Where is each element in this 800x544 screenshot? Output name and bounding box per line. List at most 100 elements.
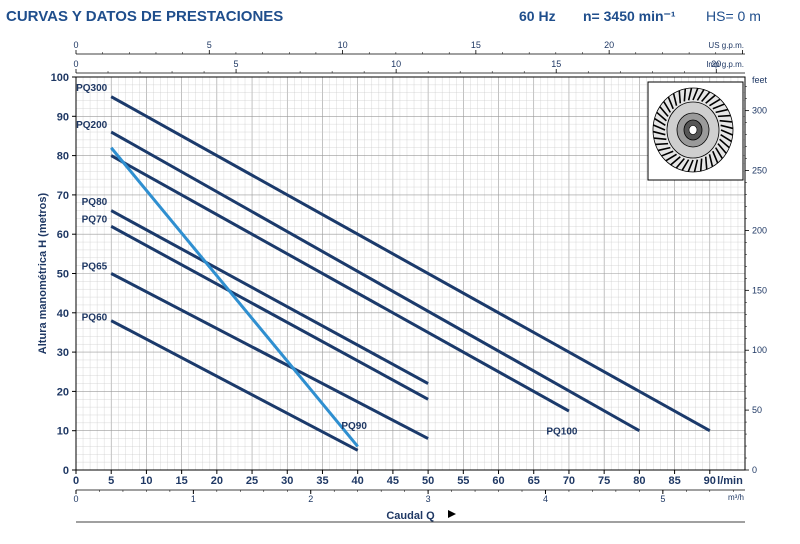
- x-unit-label: l/min: [717, 475, 743, 487]
- imp-gpm-tick-label: 20: [711, 59, 721, 69]
- imp-gpm-unit-label: Imp g.p.m.: [706, 60, 744, 69]
- impeller-vane: [705, 94, 716, 104]
- impeller-vane: [696, 89, 705, 101]
- x-tick-label: 65: [528, 475, 540, 487]
- curve-label-pq100: PQ100: [546, 427, 578, 438]
- x-tick-label: 85: [668, 475, 680, 487]
- chart-series: [110, 95, 711, 452]
- impeller-vane: [709, 98, 721, 107]
- impeller-vane: [719, 138, 730, 149]
- y-tick-label: 100: [51, 72, 69, 84]
- impeller-vane: [655, 142, 669, 146]
- impeller-vane: [665, 153, 677, 162]
- us-gpm-unit-label: US g.p.m.: [708, 41, 744, 50]
- impeller-vane: [712, 150, 719, 164]
- x-tick-label: 10: [140, 475, 152, 487]
- x-tick-label: 25: [246, 475, 258, 487]
- curve-label-pq70: PQ70: [82, 214, 108, 225]
- impeller-vane: [652, 130, 666, 136]
- frequency-label: 60 Hz: [519, 8, 556, 24]
- impeller-vane: [652, 124, 666, 131]
- impeller-vane: [667, 96, 674, 110]
- chart-grid: [75, 76, 746, 471]
- curve-label-pq65: PQ65: [82, 262, 108, 273]
- series-pq90: [110, 146, 359, 448]
- impeller-vane: [717, 143, 727, 154]
- m3h-tick-label: 3: [426, 494, 431, 504]
- x-axis-title: Caudal Q: [386, 510, 435, 522]
- feet-tick-label: 300: [752, 106, 767, 116]
- curve-label-pq60: PQ60: [82, 313, 108, 324]
- y-tick-label: 90: [57, 111, 69, 123]
- chart-axes: 0 5 10 15 20 25 30 35 40 45 50 55 60 65 70 75 80 85 90 l/mi…: [37, 40, 768, 523]
- series-pq70: [110, 225, 429, 401]
- feet-tick-label: 50: [752, 405, 762, 415]
- curve-label-pq80: PQ80: [82, 197, 108, 208]
- y-tick-label: 80: [57, 151, 69, 163]
- impeller-vane: [675, 158, 685, 169]
- feet-tick-label: 250: [752, 166, 767, 176]
- x-tick-label: 5: [108, 475, 114, 487]
- y-tick-label: 70: [57, 190, 69, 202]
- impeller-vane: [717, 114, 731, 118]
- x-tick-label: 0: [73, 475, 79, 487]
- impeller-vane: [720, 124, 734, 130]
- y-tick-label: 60: [57, 229, 69, 241]
- feet-tick-label: 150: [752, 285, 767, 295]
- x-tick-label: 20: [211, 475, 223, 487]
- m3h-tick-label: 0: [73, 494, 78, 504]
- m3h-unit-label: m³/h: [728, 493, 744, 502]
- impeller-vane: [672, 93, 678, 106]
- chart-title: CURVAS Y DATOS DE PRESTACIONES: [6, 8, 284, 25]
- series-pq300: [110, 95, 711, 433]
- y-tick-label: 20: [57, 386, 69, 398]
- impeller-vane: [654, 117, 666, 126]
- x-tick-label: 55: [457, 475, 469, 487]
- series-pq65: [110, 272, 429, 440]
- impeller-vane: [670, 156, 681, 166]
- m3h-tick-label: 4: [543, 494, 548, 504]
- series-pq100: [110, 154, 570, 413]
- x-tick-label: 35: [316, 475, 328, 487]
- us-gpm-tick-label: 15: [471, 40, 481, 50]
- impeller-vane: [681, 159, 690, 171]
- impeller-vane: [663, 101, 672, 113]
- impeller-vane: [656, 111, 667, 122]
- impeller-icon: [647, 81, 744, 181]
- y-tick-label: 50: [57, 269, 69, 281]
- curve-labels: PQ300 PQ200 PQ80 PQ70 PQ65 PQ60 PQ90 PQ100: [76, 83, 578, 438]
- imp-gpm-tick-label: 5: [234, 59, 239, 69]
- impeller-vane: [687, 87, 693, 101]
- impeller-vane: [657, 146, 671, 152]
- series-pq200: [110, 130, 641, 433]
- x-tick-label: 60: [492, 475, 504, 487]
- impeller-vane: [687, 159, 694, 173]
- impeller-vane: [661, 150, 674, 157]
- x-tick-label: 45: [387, 475, 399, 487]
- impeller-vane: [715, 108, 729, 114]
- impeller-vane: [683, 88, 687, 102]
- impeller-vane: [659, 106, 669, 117]
- imp-gpm-tick-label: 10: [391, 59, 401, 69]
- us-gpm-tick-label: 5: [207, 40, 212, 50]
- impeller-vane: [704, 156, 708, 170]
- impeller-vane: [712, 103, 725, 110]
- suction-height-label: HS= 0 m: [706, 8, 761, 24]
- x-tick-label: 80: [633, 475, 645, 487]
- impeller-vane: [693, 159, 699, 173]
- impeller-vane: [714, 147, 723, 159]
- us-gpm-tick-label: 0: [73, 40, 78, 50]
- m3h-tick-label: 2: [308, 494, 313, 504]
- curve-label-pq90: PQ90: [341, 421, 367, 432]
- impeller-vane: [719, 119, 733, 123]
- x-tick-label: 90: [704, 475, 716, 487]
- x-tick-label: 70: [563, 475, 575, 487]
- x-tick-label: 75: [598, 475, 610, 487]
- impeller-vane: [720, 134, 732, 143]
- y-tick-label: 40: [57, 308, 69, 320]
- impeller-vane: [699, 158, 703, 172]
- curve-label-pq300: PQ300: [76, 83, 108, 94]
- impeller-vane: [678, 90, 682, 104]
- x-tick-label: 30: [281, 475, 293, 487]
- feet-tick-label: 0: [752, 465, 757, 475]
